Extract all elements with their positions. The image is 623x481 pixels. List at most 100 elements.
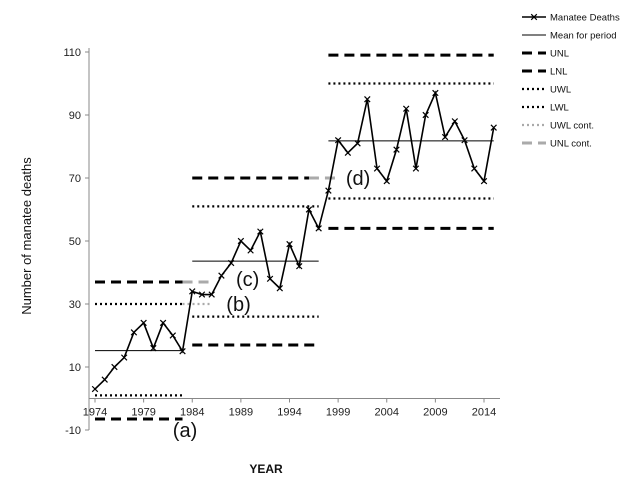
data-point	[130, 329, 138, 336]
data-point-marker	[490, 124, 497, 131]
x-tick-label: 1979	[131, 407, 155, 419]
data-point	[451, 118, 459, 125]
data-point-marker	[296, 262, 303, 270]
reference-lines	[95, 53, 494, 421]
data-point	[266, 275, 274, 283]
data-point-marker	[471, 165, 478, 172]
data-point	[150, 344, 157, 352]
data-point	[296, 262, 303, 270]
x-tick-label: 1989	[229, 407, 253, 419]
y-tick-label: 50	[69, 236, 81, 248]
x-tick-label: 2004	[375, 407, 399, 419]
data-point	[344, 149, 352, 157]
data-point-marker	[227, 259, 235, 267]
data-point-marker	[101, 376, 108, 383]
annotation-label: (d)	[346, 168, 370, 190]
y-tick-label: 30	[69, 299, 81, 311]
legend-swatch-marker	[530, 13, 538, 21]
y-tick-label: 90	[69, 110, 81, 122]
data-point	[432, 89, 439, 97]
data-point	[198, 291, 206, 298]
data-point-marker	[441, 133, 449, 141]
data-point	[490, 124, 497, 131]
data-point-marker	[111, 363, 118, 371]
series-line-manatee-deaths	[94, 90, 495, 390]
legend-item: LNL	[522, 67, 567, 78]
legend-label: UWL cont.	[550, 121, 594, 132]
legend-label: UWL	[550, 85, 571, 96]
data-point	[441, 133, 449, 141]
legend-label: UNL cont.	[550, 139, 592, 150]
data-point	[422, 111, 429, 119]
series-group	[91, 89, 497, 393]
x-tick-label: 1994	[277, 407, 301, 419]
legend-item: Mean for period	[522, 31, 617, 42]
y-tick-label: 10	[69, 362, 81, 374]
annotation-label: (a)	[173, 420, 197, 442]
legend-item: UWL	[522, 85, 571, 96]
data-point-marker	[257, 228, 264, 235]
data-point	[247, 247, 254, 254]
data-point	[189, 288, 196, 295]
data-point-marker	[480, 177, 488, 185]
data-point-marker	[364, 96, 371, 103]
data-point-marker	[159, 319, 167, 327]
data-point-marker	[461, 136, 468, 144]
data-point-marker	[208, 291, 215, 298]
x-tick-label: 2009	[423, 407, 447, 419]
data-point	[101, 376, 108, 383]
data-point	[169, 332, 177, 339]
legend-item: UWL cont.	[522, 121, 594, 132]
legend-item: UNL	[522, 49, 569, 60]
x-tick-label: 1984	[180, 407, 204, 419]
data-point-marker	[325, 187, 332, 194]
x-tick-label: 2014	[472, 407, 496, 419]
data-point-marker	[334, 136, 342, 144]
data-point	[227, 259, 235, 267]
data-point-marker	[315, 225, 322, 232]
data-point-marker	[354, 140, 361, 147]
data-point	[286, 240, 293, 248]
data-point-marker	[247, 247, 254, 254]
data-point-marker	[402, 105, 410, 112]
data-point	[461, 136, 468, 144]
data-point	[120, 354, 128, 361]
data-point-marker	[276, 285, 283, 292]
data-point-marker	[150, 344, 157, 352]
data-point	[412, 165, 420, 172]
legend-label: Manatee Deaths	[550, 13, 620, 24]
y-tick-label: 110	[63, 47, 81, 59]
data-point	[111, 363, 118, 371]
data-point	[402, 105, 410, 112]
data-point-marker	[179, 348, 186, 355]
data-point-marker	[451, 118, 459, 125]
data-point-marker	[344, 149, 352, 157]
data-point-marker	[189, 288, 196, 295]
data-point-marker	[120, 354, 128, 361]
legend-item: LWL	[522, 103, 569, 114]
data-point	[179, 348, 186, 355]
data-point-marker	[130, 329, 138, 336]
data-point	[208, 291, 215, 298]
data-point	[159, 319, 167, 327]
x-tick-label: 1974	[83, 407, 107, 419]
data-point-marker	[266, 275, 274, 283]
data-point	[325, 187, 332, 194]
y-tick-label: 70	[69, 173, 81, 185]
data-point	[471, 165, 478, 172]
data-point-marker	[169, 332, 177, 339]
annotation-label: (b)	[226, 294, 250, 316]
data-point	[393, 146, 400, 153]
data-point	[364, 96, 371, 103]
data-point	[218, 272, 225, 279]
y-ticks: -10 10 30 50 70 90 110	[63, 47, 89, 437]
data-point-marker	[432, 89, 439, 97]
data-point-marker	[422, 111, 429, 119]
data-point	[305, 206, 313, 213]
data-point	[383, 177, 390, 185]
legend-item: UNL cont.	[522, 139, 592, 150]
data-point-marker	[305, 206, 313, 213]
data-point-marker	[140, 319, 147, 327]
legend-label: UNL	[550, 49, 569, 60]
